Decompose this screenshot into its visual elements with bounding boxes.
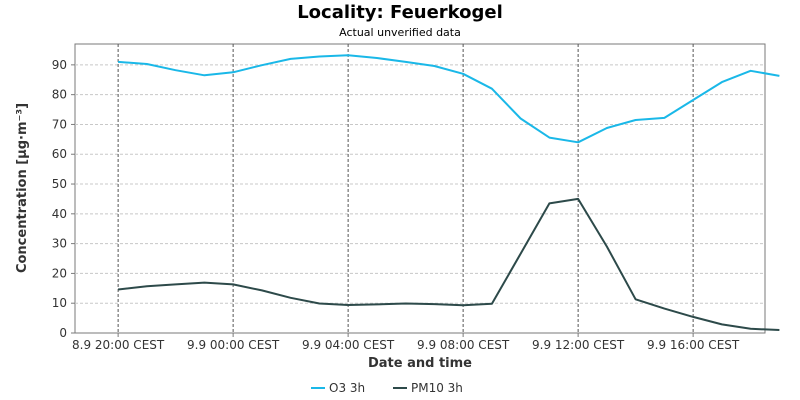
y-tick-label: 20 xyxy=(52,266,67,280)
y-tick-label: 40 xyxy=(52,207,67,221)
x-tick-label: 9.9 00:00 CEST xyxy=(187,338,280,352)
x-tick-label: 9.9 16:00 CEST xyxy=(647,338,740,352)
series-line-o3 xyxy=(118,54,780,144)
y-tick-label: 90 xyxy=(52,58,67,72)
x-axis-label: Date and time xyxy=(368,356,472,371)
y-axis-label: Concentration [µg·m⁻³] xyxy=(15,103,30,273)
legend: O3 3h PM10 3h xyxy=(311,381,463,395)
chart-subtitle: Actual unverified data xyxy=(339,26,461,39)
plot-area xyxy=(74,43,766,334)
x-tick-label: 9.9 04:00 CEST xyxy=(302,338,395,352)
chart-title: Locality: Feuerkogel xyxy=(297,2,503,23)
axes: 0 10 20 30 40 50 60 70 80 90 8.9 20:00 CEST 9.9 00:… xyxy=(52,58,740,352)
legend-label: O3 3h xyxy=(329,381,365,395)
y-tick-label: 0 xyxy=(59,326,67,340)
series-line-pm10 xyxy=(117,197,780,331)
x-tick-label: 9.9 08:00 CEST xyxy=(417,338,510,352)
y-tick-label: 80 xyxy=(52,88,67,102)
x-tick-label: 9.9 12:00 CEST xyxy=(532,338,625,352)
series-lines xyxy=(117,54,780,331)
x-tick-label: 8.9 20:00 CEST xyxy=(72,338,165,352)
y-tick-label: 10 xyxy=(52,296,67,310)
y-tick-label: 50 xyxy=(52,177,67,191)
legend-label: PM10 3h xyxy=(411,381,463,395)
y-tick-label: 60 xyxy=(52,147,67,161)
y-tick-label: 30 xyxy=(52,237,67,251)
y-tick-label: 70 xyxy=(52,117,67,131)
